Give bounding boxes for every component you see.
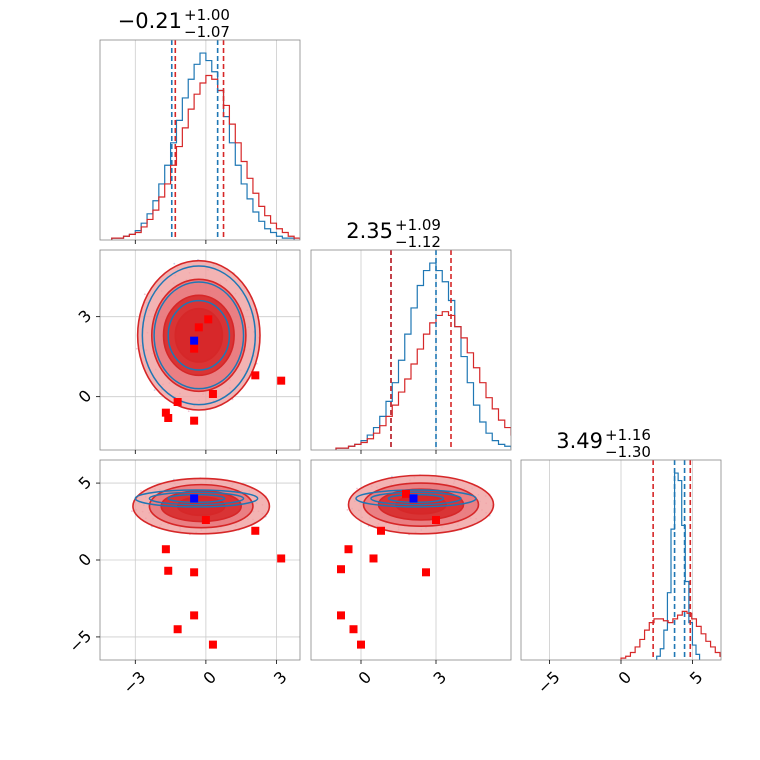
y-tick-label: 5	[75, 472, 96, 493]
red-square-marker	[190, 611, 199, 620]
title-value: 3.49	[556, 429, 603, 453]
title-upper-error: +1.16	[605, 426, 651, 444]
x-tick-label: 0	[355, 667, 376, 688]
red-square-marker	[402, 489, 410, 498]
red-square-marker	[344, 545, 353, 554]
x-tick-label: 3	[270, 667, 291, 688]
sample-point	[131, 510, 133, 513]
param-3-marginal: −5 0 5 3.49 +1.16−1.30	[520, 426, 722, 698]
red-square-marker	[190, 568, 199, 577]
red-square-marker	[369, 554, 378, 563]
x-tick-label: 0	[199, 667, 220, 688]
blue-contour-level-2	[370, 491, 462, 506]
param-3-vs-param-1: −3 0 3 −5 0 5	[65, 459, 301, 698]
red-square-marker	[277, 376, 286, 385]
param-2-marginal: 2.35 +1.09−1.12	[310, 216, 512, 454]
red-square-marker	[422, 568, 430, 577]
param-2-vs-param-1: 03	[75, 249, 301, 454]
red-square-marker	[164, 414, 173, 422]
x-tick-label: 5	[686, 667, 707, 688]
param-3-vs-param-2-plot-area	[337, 460, 495, 660]
red-square-marker	[164, 566, 173, 575]
x-tick-label: −5	[534, 667, 564, 697]
red-square-marker	[337, 611, 345, 620]
title-lower-error: −1.12	[395, 233, 441, 251]
y-tick-label: 0	[75, 386, 96, 407]
sample-point	[356, 487, 358, 490]
blue-contour-level-1	[355, 489, 477, 508]
blue-square-marker	[409, 494, 418, 503]
red-histogram-series	[111, 74, 300, 240]
red-square-marker	[251, 526, 260, 535]
sample-point	[187, 410, 190, 413]
title-value: −0.21	[118, 9, 182, 33]
red-square-marker	[208, 390, 217, 398]
param-2-marginal-frame	[310, 249, 512, 451]
red-square-marker	[190, 416, 199, 425]
param-1-marginal-plot-area	[111, 40, 300, 240]
red-square-marker	[173, 398, 182, 406]
param-3-vs-param-2-frame	[310, 459, 512, 661]
sample-point	[143, 293, 146, 296]
sample-point	[135, 347, 138, 350]
y-tick-label: −5	[65, 626, 95, 656]
red-square-marker	[194, 323, 203, 332]
x-tick-label: −3	[119, 667, 149, 697]
blue-contour-level-1	[134, 489, 259, 508]
param-1-marginal: −0.21 +1.00−1.07	[99, 6, 301, 244]
blue-histogram-series	[111, 52, 295, 240]
blue-square-marker	[190, 494, 199, 503]
param-1-marginal-frame	[99, 39, 301, 241]
x-tick-label: 0	[615, 667, 636, 688]
red-square-marker	[277, 554, 286, 563]
title-lower-error: −1.30	[605, 443, 651, 461]
blue-contour-level-3	[167, 299, 231, 371]
red-histogram-series	[620, 610, 721, 660]
red-square-marker	[337, 565, 345, 574]
blue-histogram-series	[335, 262, 511, 450]
red-square-marker	[349, 625, 358, 634]
title-upper-error: +1.09	[395, 216, 441, 234]
param-3-vs-param-1-plot-area	[100, 460, 300, 660]
blue-square-marker	[190, 336, 199, 345]
param-3-marginal-plot-area	[549, 460, 721, 660]
sample-point	[173, 262, 176, 265]
red-square-marker	[204, 315, 213, 324]
red-square-marker	[357, 640, 365, 649]
red-square-marker	[161, 545, 170, 554]
red-square-marker	[201, 516, 210, 524]
blue-contour-level-2	[148, 491, 245, 506]
y-tick-label: 0	[75, 549, 96, 570]
blue-histogram-series	[656, 472, 701, 660]
param-2-marginal-plot-area	[335, 250, 511, 450]
red-square-marker	[251, 371, 260, 380]
blue-contour-level-2	[153, 281, 245, 390]
red-square-marker	[208, 640, 217, 649]
title-value: 2.35	[346, 219, 393, 243]
sample-point	[153, 389, 156, 392]
param-2-vs-param-1-plot-area	[100, 250, 300, 450]
red-square-marker	[173, 625, 182, 634]
param-2-vs-param-1-frame	[99, 249, 301, 451]
red-square-marker	[432, 516, 440, 524]
sample-point	[140, 490, 142, 492]
y-tick-label: 3	[75, 306, 96, 327]
sample-point	[346, 508, 349, 511]
red-contour-level-4	[174, 307, 224, 363]
red-square-marker	[190, 344, 199, 353]
red-square-marker	[377, 526, 385, 535]
red-square-marker	[161, 408, 170, 417]
blue-contour-level-1	[141, 265, 257, 406]
title-upper-error: +1.00	[184, 6, 230, 24]
title-lower-error: −1.07	[184, 23, 230, 41]
x-tick-label: 3	[430, 667, 451, 688]
